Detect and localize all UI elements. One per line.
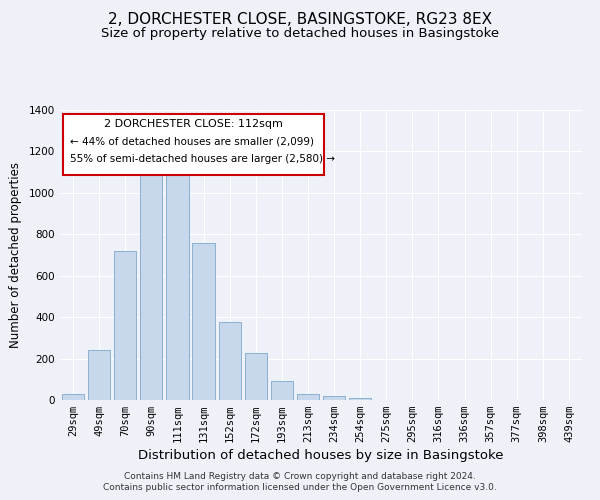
Bar — [140, 172, 163, 400]
Bar — [297, 394, 319, 400]
Bar — [349, 398, 371, 400]
Bar — [114, 251, 136, 400]
Text: 55% of semi-detached houses are larger (2,580) →: 55% of semi-detached houses are larger (… — [70, 154, 335, 164]
Bar — [218, 322, 241, 400]
Text: Contains public sector information licensed under the Open Government Licence v3: Contains public sector information licen… — [103, 484, 497, 492]
Text: Size of property relative to detached houses in Basingstoke: Size of property relative to detached ho… — [101, 28, 499, 40]
Bar — [62, 394, 84, 400]
Bar — [245, 353, 267, 400]
Bar — [323, 396, 345, 400]
Bar — [166, 168, 188, 400]
Bar — [88, 350, 110, 400]
FancyBboxPatch shape — [62, 114, 323, 176]
Text: 2, DORCHESTER CLOSE, BASINGSTOKE, RG23 8EX: 2, DORCHESTER CLOSE, BASINGSTOKE, RG23 8… — [108, 12, 492, 28]
Text: Contains HM Land Registry data © Crown copyright and database right 2024.: Contains HM Land Registry data © Crown c… — [124, 472, 476, 481]
Bar — [271, 382, 293, 400]
X-axis label: Distribution of detached houses by size in Basingstoke: Distribution of detached houses by size … — [138, 450, 504, 462]
Text: ← 44% of detached houses are smaller (2,099): ← 44% of detached houses are smaller (2,… — [70, 136, 314, 146]
Y-axis label: Number of detached properties: Number of detached properties — [9, 162, 22, 348]
Bar — [193, 242, 215, 400]
Text: 2 DORCHESTER CLOSE: 112sqm: 2 DORCHESTER CLOSE: 112sqm — [104, 118, 283, 128]
